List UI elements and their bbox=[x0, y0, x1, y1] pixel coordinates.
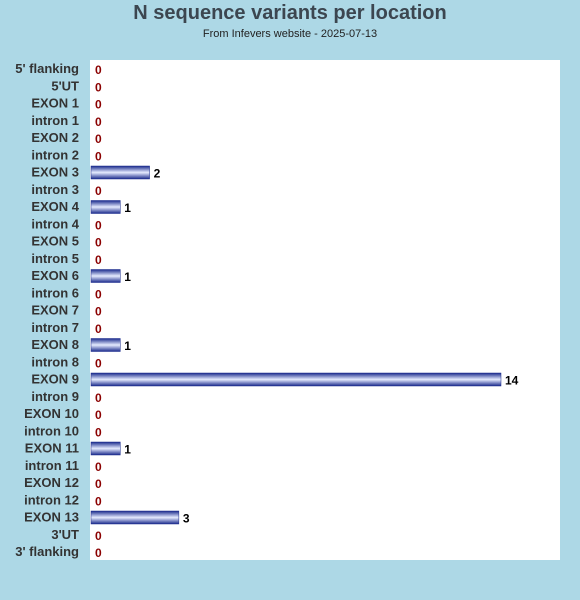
value-label-intron-10: 0 bbox=[95, 425, 102, 439]
bar-exon-4 bbox=[90, 200, 121, 214]
value-label-exon-5: 0 bbox=[95, 236, 102, 250]
value-label-3-flanking: 0 bbox=[95, 546, 102, 560]
value-label-exon-9: 14 bbox=[505, 374, 519, 388]
category-label-intron-8: intron 8 bbox=[31, 354, 79, 369]
value-label-exon-11: 1 bbox=[124, 443, 131, 457]
value-label-intron-2: 0 bbox=[95, 149, 102, 163]
value-label-exon-4: 1 bbox=[124, 201, 131, 215]
category-label-exon-10: EXON 10 bbox=[24, 406, 79, 421]
category-label-exon-4: EXON 4 bbox=[31, 199, 79, 214]
value-label-3-ut: 0 bbox=[95, 529, 102, 543]
value-label-exon-2: 0 bbox=[95, 132, 102, 146]
value-label-intron-4: 0 bbox=[95, 218, 102, 232]
category-label-exon-5: EXON 5 bbox=[31, 234, 79, 249]
value-label-intron-5: 0 bbox=[95, 253, 102, 267]
category-label-exon-6: EXON 6 bbox=[31, 268, 79, 283]
value-label-intron-6: 0 bbox=[95, 287, 102, 301]
category-label-exon-13: EXON 13 bbox=[24, 510, 79, 525]
category-label-exon-11: EXON 11 bbox=[25, 441, 79, 456]
category-label-exon-1: EXON 1 bbox=[31, 96, 79, 111]
category-label-intron-10: intron 10 bbox=[24, 423, 79, 438]
value-label-exon-10: 0 bbox=[95, 408, 102, 422]
value-label-exon-13: 3 bbox=[183, 512, 190, 526]
category-label-intron-11: intron 11 bbox=[25, 458, 79, 473]
value-label-exon-3: 2 bbox=[154, 167, 161, 181]
category-label-intron-12: intron 12 bbox=[24, 492, 79, 507]
category-label-intron-6: intron 6 bbox=[31, 285, 79, 300]
value-label-intron-8: 0 bbox=[95, 356, 102, 370]
value-label-intron-12: 0 bbox=[95, 494, 102, 508]
value-label-exon-1: 0 bbox=[95, 98, 102, 112]
bar-exon-13 bbox=[90, 510, 180, 525]
chart-subtitle: From Infevers website - 2025-07-13 bbox=[202, 28, 378, 40]
category-label-intron-5: intron 5 bbox=[31, 251, 79, 266]
category-label-intron-7: intron 7 bbox=[31, 320, 79, 335]
category-label-3-flanking: 3' flanking bbox=[15, 544, 79, 559]
bar-exon-8 bbox=[90, 338, 121, 352]
value-label-intron-1: 0 bbox=[95, 115, 102, 129]
plot-area bbox=[90, 60, 560, 560]
value-label-intron-3: 0 bbox=[95, 184, 102, 198]
bar-exon-9 bbox=[90, 372, 502, 387]
value-label-exon-6: 1 bbox=[124, 270, 131, 284]
value-label-intron-11: 0 bbox=[95, 460, 102, 474]
category-label-exon-12: EXON 12 bbox=[24, 475, 79, 490]
value-label-5-flanking: 0 bbox=[95, 63, 102, 77]
bar-exon-11 bbox=[90, 441, 121, 456]
category-label-intron-4: intron 4 bbox=[31, 216, 79, 231]
category-label-intron-2: intron 2 bbox=[31, 147, 79, 162]
category-label-5-ut: 5'UT bbox=[51, 78, 79, 93]
category-label-intron-3: intron 3 bbox=[31, 182, 79, 197]
bar-exon-6 bbox=[90, 269, 121, 283]
value-label-exon-7: 0 bbox=[95, 305, 102, 319]
category-label-intron-1: intron 1 bbox=[31, 113, 79, 128]
category-label-exon-7: EXON 7 bbox=[31, 303, 79, 318]
category-label-exon-3: EXON 3 bbox=[31, 165, 79, 180]
value-label-exon-8: 1 bbox=[124, 339, 131, 353]
category-label-exon-9: EXON 9 bbox=[31, 372, 79, 387]
value-label-5-ut: 0 bbox=[95, 80, 102, 94]
chart-title: N sequence variants per location bbox=[133, 2, 447, 24]
category-label-exon-2: EXON 2 bbox=[31, 130, 79, 145]
value-label-intron-7: 0 bbox=[95, 322, 102, 336]
bar-exon-3 bbox=[90, 165, 150, 180]
category-label-3-ut: 3'UT bbox=[51, 527, 79, 542]
category-label-exon-8: EXON 8 bbox=[31, 337, 79, 352]
category-label-5-flanking: 5' flanking bbox=[15, 61, 79, 76]
category-label-intron-9: intron 9 bbox=[31, 389, 79, 404]
value-label-exon-12: 0 bbox=[95, 477, 102, 491]
value-label-intron-9: 0 bbox=[95, 391, 102, 405]
